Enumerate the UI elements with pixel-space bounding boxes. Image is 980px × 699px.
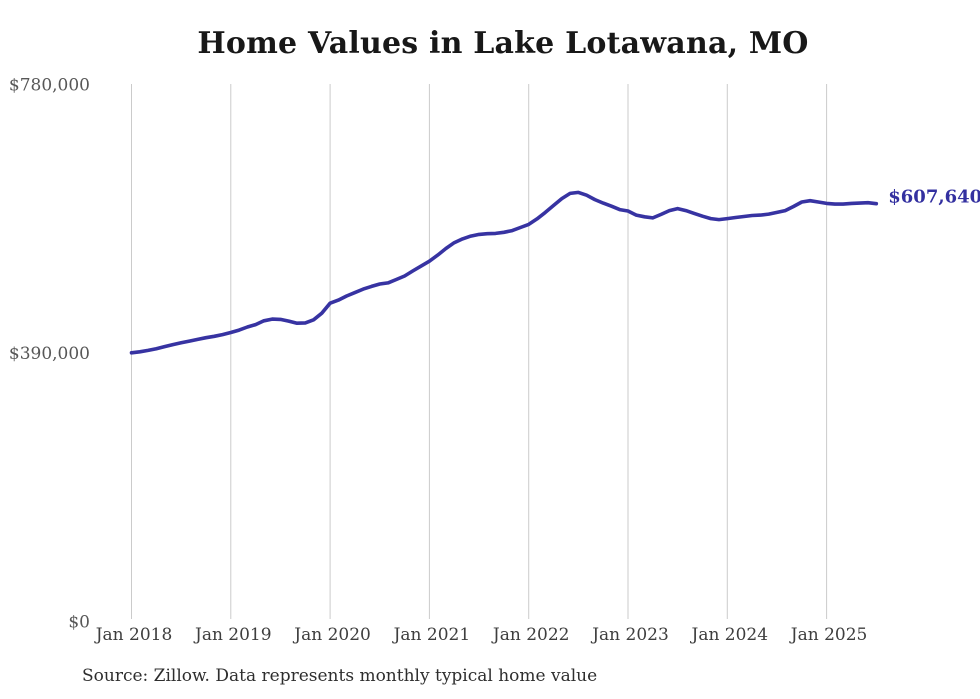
x-tick-label: Jan 2023 <box>590 625 669 645</box>
latest-value-label: $607,640 <box>888 187 980 208</box>
x-tick-label: Jan 2019 <box>193 625 272 645</box>
home-value-line <box>129 190 879 355</box>
x-axis-labels: Jan 2018 Jan 2019 Jan 2020 Jan 2021 Jan 2022… <box>94 625 868 645</box>
y-axis-labels: $0 $390,000 $780,000 <box>9 76 90 633</box>
gridlines <box>131 84 828 619</box>
y-tick-label: $780,000 <box>9 76 90 96</box>
x-tick-label: Jan 2021 <box>392 625 471 645</box>
chart-canvas: $0$390,000$780,000 Jan 2018 Jan 2019 Jan 2… <box>9 76 980 646</box>
x-tick-label: Jan 2018 <box>94 625 173 645</box>
y-tick-label: $0 <box>68 613 90 633</box>
x-tick-label: Jan 2025 <box>789 625 868 645</box>
chart-title: Home Values in Lake Lotawana, MO <box>197 26 809 61</box>
source-note: Source: Zillow. Data represents monthly … <box>82 666 598 686</box>
x-tick-label: Jan 2024 <box>690 625 769 645</box>
y-tick-label: $390,000 <box>9 344 90 364</box>
x-tick-label: Jan 2020 <box>292 625 371 645</box>
x-tick-label: Jan 2022 <box>491 625 570 645</box>
